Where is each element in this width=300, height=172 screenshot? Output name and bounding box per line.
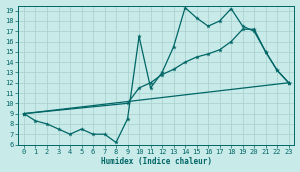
X-axis label: Humidex (Indice chaleur): Humidex (Indice chaleur) xyxy=(101,157,212,166)
